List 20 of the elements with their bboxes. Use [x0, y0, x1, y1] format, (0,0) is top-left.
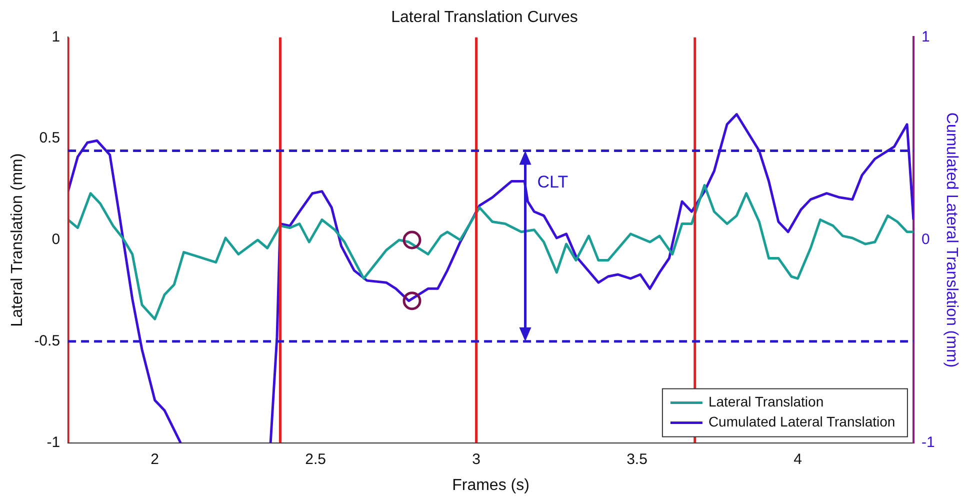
y-tick-label: 0	[52, 231, 60, 248]
y-axis-title: Lateral Translation (mm)	[9, 153, 26, 327]
x-axis-title: Frames (s)	[452, 476, 530, 494]
chart-title: Lateral Translation Curves	[391, 9, 578, 26]
x-tick-label: 2.5	[305, 450, 326, 468]
x-tick-label: 3	[472, 450, 480, 468]
legend-label: Lateral Translation	[708, 394, 824, 410]
y-tick-label: -1	[46, 434, 60, 451]
x-tick-label: 4	[794, 450, 802, 468]
y-tick-label: 1	[52, 28, 60, 46]
x-tick-label: 2	[150, 450, 160, 468]
y-tick-label: -0.5	[34, 332, 60, 350]
y2-tick-label: -1	[921, 434, 935, 451]
y2-tick-label: 0	[921, 231, 930, 248]
x-tick-label: 3.5	[626, 450, 648, 468]
y-tick-label: 0.5	[39, 130, 60, 147]
annotation: CLT	[537, 172, 568, 192]
legend-label: Cumulated Lateral Translation	[708, 414, 896, 430]
y2-tick-label: 1	[921, 28, 930, 46]
y2-axis-title: Cumulated Lateral Translation (mm)	[942, 112, 960, 368]
